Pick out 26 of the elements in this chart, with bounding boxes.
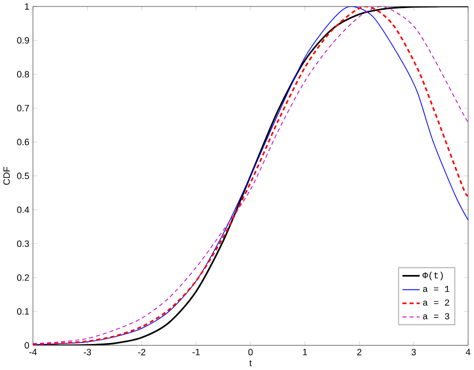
y-tick-label: 0 bbox=[24, 342, 30, 349]
x-tick-label: -2 bbox=[138, 349, 146, 356]
x-tick-label: -1 bbox=[192, 349, 200, 356]
legend-label: a = 3 bbox=[423, 313, 450, 320]
legend-label: a = 1 bbox=[423, 286, 450, 292]
x-tick-label: -3 bbox=[84, 349, 91, 356]
legend-label: a = 2 bbox=[423, 300, 450, 306]
y-tick-label: 0.9 bbox=[17, 37, 29, 44]
y-tick-label: 0.4 bbox=[17, 206, 30, 214]
x-tick-label: -4 bbox=[29, 349, 37, 356]
x-tick-label: 2 bbox=[357, 349, 362, 356]
x-tick-label: 4 bbox=[466, 349, 470, 356]
y-tick-label: 0.3 bbox=[17, 240, 29, 248]
y-tick-label: 0.7 bbox=[17, 105, 29, 112]
y-axis-title: CDF bbox=[3, 167, 10, 185]
y-tick-label: 0.1 bbox=[17, 308, 29, 315]
y-tick-label: 0.2 bbox=[17, 274, 29, 281]
x-tick-label: 3 bbox=[412, 349, 416, 356]
y-tick-label: 0.6 bbox=[17, 139, 29, 146]
y-tick-label: 0.5 bbox=[17, 172, 30, 180]
x-tick-label: 1 bbox=[303, 349, 308, 356]
x-axis-title: t bbox=[249, 360, 252, 366]
y-tick-label: 1 bbox=[25, 4, 29, 10]
x-tick-label: 0 bbox=[248, 349, 253, 356]
legend-label: Φ(t) bbox=[422, 272, 443, 280]
y-tick-label: 0.8 bbox=[17, 71, 29, 78]
